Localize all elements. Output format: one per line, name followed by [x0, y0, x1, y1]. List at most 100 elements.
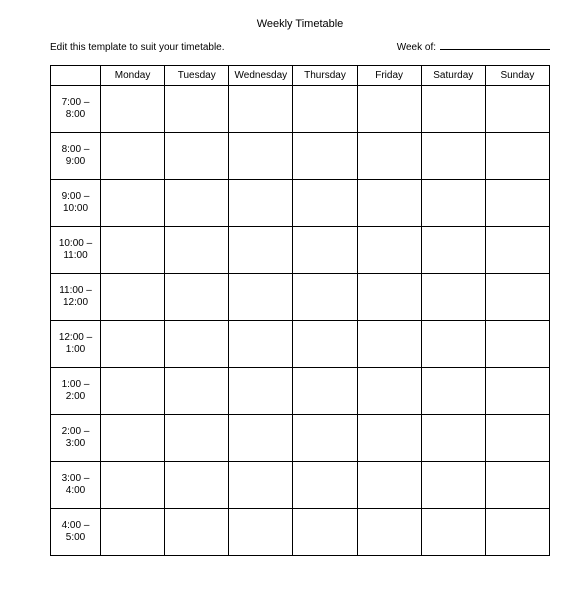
- header-day: Sunday: [485, 66, 549, 86]
- header-row: Monday Tuesday Wednesday Thursday Friday…: [51, 66, 550, 86]
- header-day: Monday: [101, 66, 165, 86]
- time-slot: 10:00 –11:00: [51, 227, 101, 274]
- cell[interactable]: [357, 86, 421, 133]
- cell[interactable]: [357, 180, 421, 227]
- cell[interactable]: [421, 133, 485, 180]
- cell[interactable]: [293, 86, 357, 133]
- week-of-field: Week of:: [397, 40, 550, 53]
- cell[interactable]: [357, 509, 421, 556]
- header-day: Saturday: [421, 66, 485, 86]
- page: Weekly Timetable Edit this template to s…: [0, 0, 585, 576]
- cell[interactable]: [101, 462, 165, 509]
- table-row: 2:00 –3:00: [51, 415, 550, 462]
- cell[interactable]: [485, 133, 549, 180]
- table-row: 11:00 –12:00: [51, 274, 550, 321]
- cell[interactable]: [293, 321, 357, 368]
- cell[interactable]: [101, 368, 165, 415]
- time-slot: 9:00 –10:00: [51, 180, 101, 227]
- cell[interactable]: [357, 274, 421, 321]
- cell[interactable]: [293, 227, 357, 274]
- cell[interactable]: [229, 180, 293, 227]
- time-slot: 7:00 –8:00: [51, 86, 101, 133]
- cell[interactable]: [485, 86, 549, 133]
- cell[interactable]: [165, 86, 229, 133]
- cell[interactable]: [293, 509, 357, 556]
- cell[interactable]: [101, 274, 165, 321]
- cell[interactable]: [165, 274, 229, 321]
- cell[interactable]: [485, 180, 549, 227]
- cell[interactable]: [165, 415, 229, 462]
- cell[interactable]: [293, 368, 357, 415]
- cell[interactable]: [485, 227, 549, 274]
- header-day: Tuesday: [165, 66, 229, 86]
- time-slot: 12:00 –1:00: [51, 321, 101, 368]
- cell[interactable]: [357, 321, 421, 368]
- table-row: 7:00 –8:00: [51, 86, 550, 133]
- cell[interactable]: [229, 509, 293, 556]
- cell[interactable]: [421, 509, 485, 556]
- cell[interactable]: [229, 227, 293, 274]
- cell[interactable]: [485, 274, 549, 321]
- cell[interactable]: [229, 133, 293, 180]
- table-body: 7:00 –8:008:00 –9:009:00 –10:0010:00 –11…: [51, 86, 550, 556]
- cell[interactable]: [101, 133, 165, 180]
- cell[interactable]: [293, 462, 357, 509]
- table-row: 9:00 –10:00: [51, 180, 550, 227]
- cell[interactable]: [421, 415, 485, 462]
- table-row: 12:00 –1:00: [51, 321, 550, 368]
- week-of-underline[interactable]: [440, 40, 550, 50]
- cell[interactable]: [101, 415, 165, 462]
- cell[interactable]: [421, 180, 485, 227]
- cell[interactable]: [229, 86, 293, 133]
- cell[interactable]: [293, 274, 357, 321]
- table-row: 3:00 –4:00: [51, 462, 550, 509]
- cell[interactable]: [485, 368, 549, 415]
- cell[interactable]: [165, 321, 229, 368]
- cell[interactable]: [229, 462, 293, 509]
- cell[interactable]: [165, 180, 229, 227]
- cell[interactable]: [485, 509, 549, 556]
- time-slot: 2:00 –3:00: [51, 415, 101, 462]
- cell[interactable]: [357, 133, 421, 180]
- cell[interactable]: [421, 368, 485, 415]
- cell[interactable]: [485, 462, 549, 509]
- time-slot: 8:00 –9:00: [51, 133, 101, 180]
- cell[interactable]: [165, 368, 229, 415]
- cell[interactable]: [101, 321, 165, 368]
- cell[interactable]: [357, 462, 421, 509]
- table-row: 4:00 –5:00: [51, 509, 550, 556]
- cell[interactable]: [485, 415, 549, 462]
- cell[interactable]: [229, 415, 293, 462]
- cell[interactable]: [357, 227, 421, 274]
- time-slot: 11:00 –12:00: [51, 274, 101, 321]
- table-row: 10:00 –11:00: [51, 227, 550, 274]
- cell[interactable]: [165, 227, 229, 274]
- time-slot: 1:00 –2:00: [51, 368, 101, 415]
- cell[interactable]: [229, 274, 293, 321]
- cell[interactable]: [357, 415, 421, 462]
- cell[interactable]: [293, 133, 357, 180]
- cell[interactable]: [293, 180, 357, 227]
- cell[interactable]: [421, 86, 485, 133]
- cell[interactable]: [421, 227, 485, 274]
- cell[interactable]: [229, 321, 293, 368]
- cell[interactable]: [165, 133, 229, 180]
- cell[interactable]: [421, 462, 485, 509]
- cell[interactable]: [101, 86, 165, 133]
- cell[interactable]: [165, 509, 229, 556]
- cell[interactable]: [293, 415, 357, 462]
- cell[interactable]: [421, 274, 485, 321]
- instruction-text: Edit this template to suit your timetabl…: [50, 42, 225, 53]
- cell[interactable]: [101, 509, 165, 556]
- cell[interactable]: [101, 227, 165, 274]
- cell[interactable]: [229, 368, 293, 415]
- cell[interactable]: [165, 462, 229, 509]
- cell[interactable]: [421, 321, 485, 368]
- cell[interactable]: [357, 368, 421, 415]
- cell[interactable]: [101, 180, 165, 227]
- time-slot: 3:00 –4:00: [51, 462, 101, 509]
- header-day: Thursday: [293, 66, 357, 86]
- timetable: Monday Tuesday Wednesday Thursday Friday…: [50, 65, 550, 556]
- page-title: Weekly Timetable: [50, 18, 550, 30]
- cell[interactable]: [485, 321, 549, 368]
